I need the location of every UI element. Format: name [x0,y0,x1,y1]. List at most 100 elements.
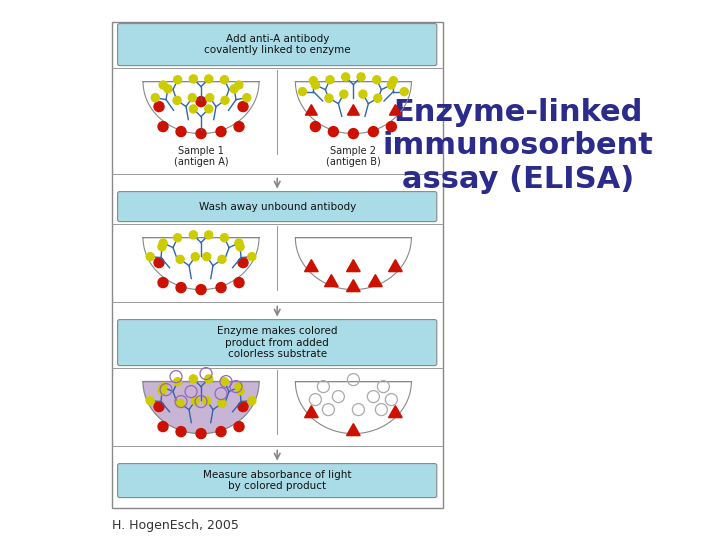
Polygon shape [346,280,360,292]
Circle shape [176,255,184,264]
Circle shape [151,94,159,102]
Polygon shape [346,423,360,436]
Circle shape [248,397,256,404]
Circle shape [189,231,197,239]
Circle shape [326,76,334,84]
FancyBboxPatch shape [117,464,437,497]
Circle shape [203,397,211,404]
Circle shape [342,73,350,81]
Circle shape [158,243,166,251]
Circle shape [235,383,243,391]
Circle shape [220,76,228,84]
Circle shape [359,90,367,98]
Circle shape [234,278,244,288]
Circle shape [192,397,199,404]
Circle shape [387,81,395,89]
Polygon shape [389,260,402,272]
Circle shape [174,234,181,242]
Circle shape [328,126,338,137]
Circle shape [310,122,320,132]
Circle shape [154,258,164,268]
Circle shape [196,285,206,295]
Text: Sample 1
(antigen A): Sample 1 (antigen A) [174,146,228,167]
Circle shape [159,239,167,247]
Circle shape [174,76,181,84]
Circle shape [325,94,333,102]
FancyBboxPatch shape [117,24,437,65]
Circle shape [374,94,382,102]
Circle shape [234,422,244,431]
Polygon shape [143,238,259,289]
Circle shape [176,427,186,437]
Circle shape [158,422,168,431]
Text: Sample 2
(antigen B): Sample 2 (antigen B) [326,146,381,167]
Polygon shape [369,275,382,287]
Circle shape [189,105,197,113]
Circle shape [176,400,184,407]
Circle shape [159,383,167,391]
Circle shape [369,126,379,137]
Circle shape [216,126,226,137]
Circle shape [158,387,166,395]
Circle shape [216,282,226,293]
Circle shape [159,81,167,89]
Circle shape [146,397,154,404]
Polygon shape [346,260,360,272]
Circle shape [218,255,226,264]
Circle shape [218,400,226,407]
Text: H. HogenEsch, 2005: H. HogenEsch, 2005 [112,519,238,532]
Circle shape [238,102,248,112]
Polygon shape [305,105,318,115]
Circle shape [164,85,172,93]
Circle shape [216,427,226,437]
Polygon shape [295,382,411,434]
Circle shape [189,75,197,83]
Circle shape [196,429,206,438]
Polygon shape [348,105,359,115]
Circle shape [220,378,228,386]
Circle shape [236,387,244,395]
FancyBboxPatch shape [117,192,437,221]
Circle shape [387,122,397,132]
Circle shape [235,81,243,89]
Polygon shape [389,406,402,417]
FancyBboxPatch shape [117,320,437,366]
Polygon shape [295,82,411,133]
Circle shape [176,126,186,137]
Circle shape [248,253,256,261]
Circle shape [204,231,212,239]
Circle shape [221,96,229,104]
Text: Measure absorbance of light
by colored product: Measure absorbance of light by colored p… [203,470,351,491]
Circle shape [173,96,181,104]
Circle shape [176,282,186,293]
Circle shape [196,97,206,106]
Polygon shape [143,382,259,434]
Circle shape [238,402,248,411]
Circle shape [189,375,197,383]
Polygon shape [143,82,259,133]
Circle shape [196,129,206,139]
Circle shape [206,93,214,102]
Circle shape [357,73,365,81]
Circle shape [390,77,397,85]
Circle shape [192,253,199,261]
Polygon shape [305,260,318,272]
Circle shape [238,258,248,268]
Circle shape [154,102,164,112]
Circle shape [235,239,243,247]
Circle shape [230,85,238,93]
Polygon shape [305,406,318,417]
Circle shape [299,87,307,96]
Circle shape [220,234,228,242]
Circle shape [204,105,212,113]
Polygon shape [325,275,338,287]
Polygon shape [295,238,411,289]
Circle shape [373,76,381,84]
Circle shape [204,375,212,383]
Text: Wash away unbound antibody: Wash away unbound antibody [199,201,356,212]
Circle shape [204,75,212,83]
Text: Enzyme makes colored
product from added
colorless substrate: Enzyme makes colored product from added … [217,326,338,359]
Circle shape [154,402,164,411]
Circle shape [340,90,348,98]
Circle shape [236,243,244,251]
